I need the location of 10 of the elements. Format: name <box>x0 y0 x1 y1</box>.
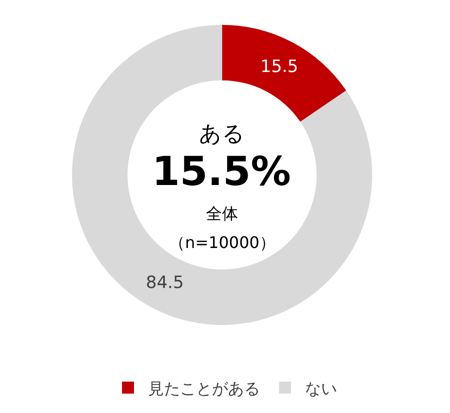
text: （n=10000） <box>169 233 276 252</box>
text: ある <box>199 122 245 147</box>
text: 全体 <box>206 204 238 223</box>
data-label: 84.5 <box>146 273 184 293</box>
data-label: 15.5 <box>260 56 298 77</box>
legend-label: 見たことがある <box>148 378 260 398</box>
donut-slice <box>72 24 372 325</box>
legend-label: ない <box>305 378 337 398</box>
text: 15.5% <box>152 149 291 195</box>
donut-slice <box>222 24 346 122</box>
